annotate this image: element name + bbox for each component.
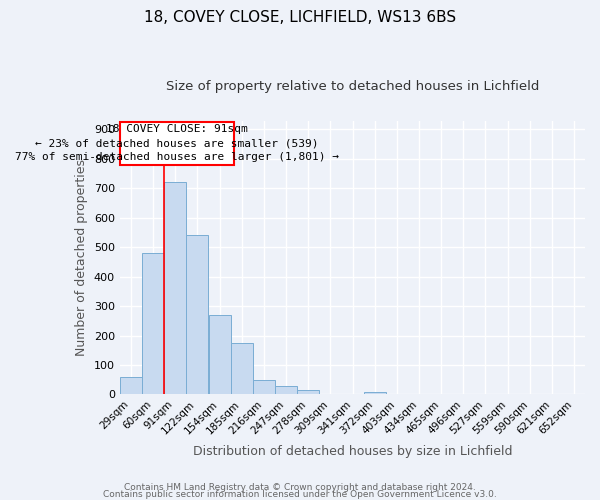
Bar [209,315,231,394]
Bar [297,390,319,394]
Text: 18 COVEY CLOSE: 91sqm
← 23% of detached houses are smaller (539)
77% of semi-det: 18 COVEY CLOSE: 91sqm ← 23% of detached … [15,124,339,162]
Title: Size of property relative to detached houses in Lichfield: Size of property relative to detached ho… [166,80,539,93]
Y-axis label: Number of detached properties: Number of detached properties [75,159,88,356]
Bar [120,377,142,394]
Bar [275,386,297,394]
Text: Contains public sector information licensed under the Open Government Licence v3: Contains public sector information licen… [103,490,497,499]
Bar [231,344,253,394]
Text: Contains HM Land Registry data © Crown copyright and database right 2024.: Contains HM Land Registry data © Crown c… [124,484,476,492]
Bar [142,253,164,394]
Bar [186,236,208,394]
Bar [364,392,386,394]
Bar [253,380,275,394]
Bar [164,182,186,394]
FancyBboxPatch shape [120,122,234,164]
X-axis label: Distribution of detached houses by size in Lichfield: Distribution of detached houses by size … [193,444,512,458]
Text: 18, COVEY CLOSE, LICHFIELD, WS13 6BS: 18, COVEY CLOSE, LICHFIELD, WS13 6BS [144,10,456,25]
